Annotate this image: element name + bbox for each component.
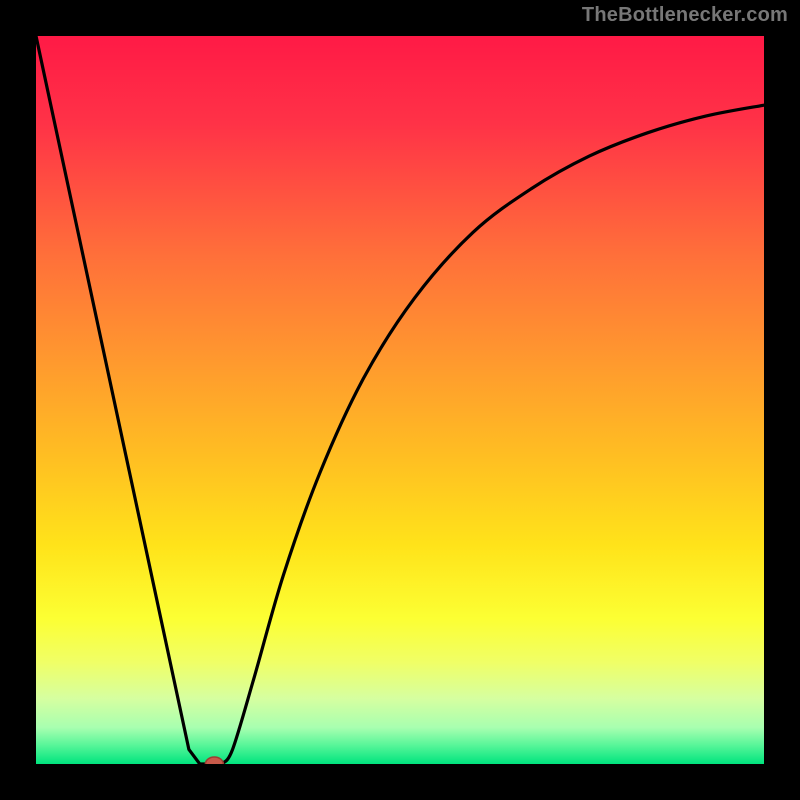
chart-background bbox=[36, 36, 764, 764]
bottleneck-chart bbox=[0, 0, 800, 800]
watermark-text: TheBottlenecker.com bbox=[582, 4, 788, 27]
